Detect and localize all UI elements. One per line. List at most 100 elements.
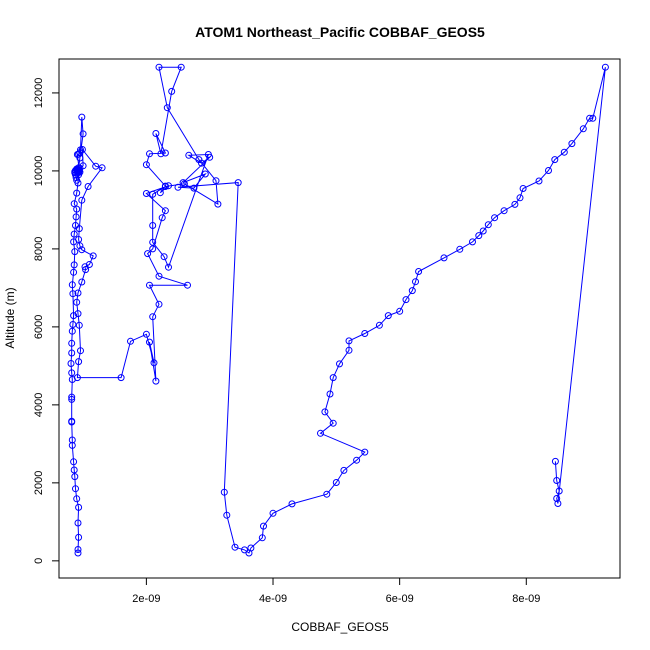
data-point [75, 533, 83, 541]
data-point [73, 298, 81, 306]
data-point [601, 63, 609, 71]
data-point [185, 151, 193, 159]
data-point [75, 236, 83, 243]
data-point [340, 466, 348, 474]
data-point [345, 337, 353, 345]
data-point [484, 221, 492, 229]
data-point [75, 150, 83, 158]
data-point [72, 213, 80, 221]
data-point [223, 511, 231, 519]
data-point [553, 477, 561, 484]
data-point [74, 546, 82, 553]
x-tick-label: 8e-09 [512, 593, 540, 605]
data-point [78, 113, 86, 121]
data-point [70, 230, 78, 238]
data-point [142, 161, 150, 169]
data-point [201, 170, 209, 178]
x-axis-label: COBBAF_GEOS5 [291, 620, 389, 634]
y-tick-label: 12000 [33, 78, 45, 109]
data-point [326, 390, 334, 398]
data-point [152, 377, 160, 385]
data-point [402, 296, 410, 304]
data-point [161, 207, 169, 215]
data-point [332, 479, 340, 486]
data-point [174, 183, 182, 191]
data-point [440, 254, 448, 262]
data-point [214, 200, 222, 208]
data-point [479, 227, 487, 235]
data-point [79, 162, 87, 170]
data-point [160, 253, 168, 261]
data-point [408, 287, 416, 295]
data-point [73, 495, 81, 503]
data-point [155, 300, 163, 308]
data-point [519, 185, 527, 192]
y-tick-label: 6000 [33, 315, 45, 339]
data-point [415, 268, 423, 275]
data-point [69, 290, 77, 298]
data-point [212, 177, 220, 185]
y-tick-label: 2000 [33, 471, 45, 495]
data-point [500, 207, 508, 215]
data-point [76, 154, 84, 162]
data-point [70, 268, 78, 276]
data-point [247, 544, 255, 552]
x-tick-label: 6e-09 [386, 593, 414, 605]
data-point [149, 245, 157, 253]
x-tick-label: 2e-09 [132, 593, 160, 605]
data-point [579, 125, 587, 133]
data-point [329, 374, 337, 382]
data-point [71, 248, 79, 256]
data-point [412, 278, 419, 286]
data-point [179, 179, 187, 187]
y-tick-label: 8000 [33, 237, 45, 261]
data-point [74, 549, 82, 557]
data-point [84, 183, 92, 190]
data-point [73, 374, 81, 382]
data-point [152, 130, 160, 137]
data-point [161, 183, 169, 190]
data-point [68, 281, 76, 289]
data-point [168, 87, 176, 95]
data-point [551, 156, 559, 164]
data-point [89, 252, 97, 260]
data-point [98, 164, 106, 172]
data-point [78, 246, 86, 254]
data-point [82, 266, 90, 274]
data-point [157, 150, 165, 158]
data-point [68, 436, 76, 444]
data-point [456, 245, 464, 253]
x-tick-label: 4e-09 [259, 593, 287, 605]
data-point [78, 278, 86, 286]
data-point [220, 488, 228, 496]
data-point [511, 200, 519, 208]
data-point [475, 232, 483, 240]
data-point [161, 149, 169, 157]
data-point [554, 500, 562, 507]
data-point [74, 310, 82, 318]
data-point [74, 519, 82, 527]
data-point [198, 159, 205, 167]
data-point [78, 196, 86, 204]
data-point [74, 289, 82, 297]
data-point [142, 330, 150, 338]
data-point [329, 419, 337, 427]
data-point [184, 281, 191, 289]
data-point [68, 395, 76, 403]
data-point [75, 225, 83, 233]
data-point [149, 222, 157, 229]
y-tick-label: 4000 [33, 393, 45, 417]
data-point [234, 179, 242, 187]
data-point [568, 140, 576, 148]
data-point [127, 337, 134, 345]
data-point [336, 360, 343, 368]
data-point [361, 448, 369, 456]
data-point [146, 150, 153, 158]
series-layer [67, 63, 609, 557]
data-point [269, 509, 277, 517]
data-point [258, 534, 266, 542]
data-point [586, 114, 594, 122]
data-point [190, 184, 198, 192]
data-point [156, 189, 164, 197]
